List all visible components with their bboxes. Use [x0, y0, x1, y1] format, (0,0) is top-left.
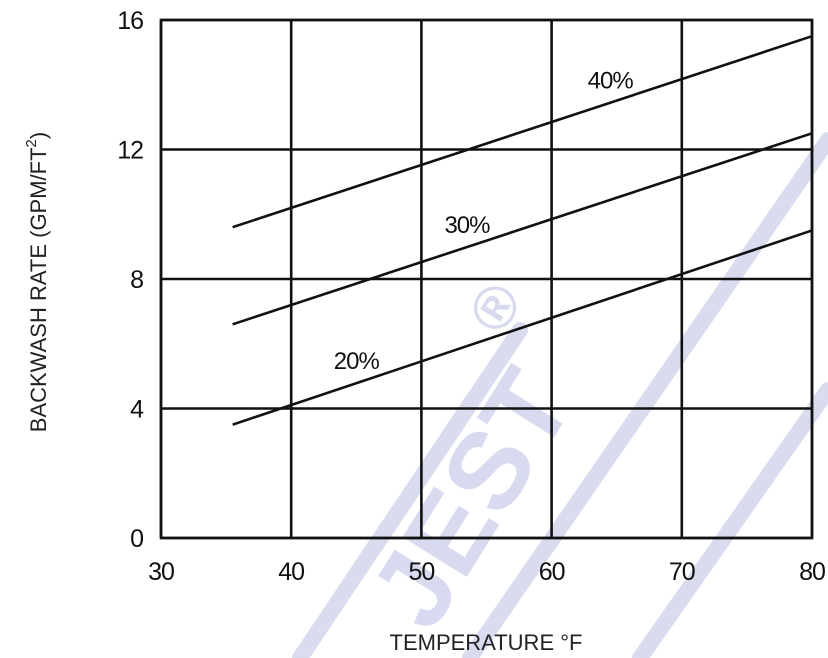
series-label-40pct: 40% — [588, 68, 634, 95]
series-label-20pct: 20% — [334, 348, 380, 375]
plot-frame — [159, 18, 814, 540]
x-tick-label-30: 30 — [148, 558, 174, 586]
y-tick-label-8: 8 — [130, 266, 143, 294]
x-tick-label-50: 50 — [408, 558, 434, 586]
x-tick-label-80: 80 — [799, 558, 825, 586]
series-labels: 40% 30% 20% — [334, 68, 635, 375]
y-axis-title-superscript: 2 — [23, 139, 40, 147]
x-tick-label-70: 70 — [669, 558, 695, 586]
watermark-stripes — [292, 132, 828, 658]
y-tick-label-12: 12 — [117, 137, 143, 165]
grid — [159, 18, 814, 540]
x-tick-label-40: 40 — [278, 558, 304, 586]
y-axis-title: BACKWASH RATE (GPM/FT2) — [23, 132, 51, 432]
y-tick-label-0: 0 — [130, 525, 143, 553]
series-lines — [232, 34, 813, 426]
series-line-20pct — [232, 229, 813, 426]
tick-labels: 30 40 50 60 70 80 0 4 8 12 16 — [117, 7, 826, 586]
series-line-30pct — [232, 132, 813, 326]
series-line-40pct — [232, 34, 813, 229]
x-axis-title: TEMPERATURE °F — [390, 630, 583, 655]
y-axis-title-main: BACKWASH RATE (GPM/FT — [26, 147, 51, 432]
y-axis-title-suffix: ) — [26, 132, 51, 139]
x-tick-label-60: 60 — [539, 558, 565, 586]
series-label-30pct: 30% — [444, 212, 490, 239]
y-tick-label-16: 16 — [117, 7, 143, 35]
y-tick-label-4: 4 — [130, 396, 144, 424]
